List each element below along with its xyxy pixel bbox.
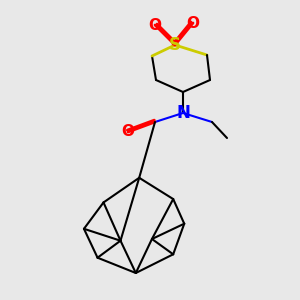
Text: O: O <box>187 16 200 31</box>
Text: O: O <box>148 17 161 32</box>
Text: S: S <box>169 36 181 54</box>
Text: O: O <box>122 124 134 140</box>
Text: N: N <box>176 104 190 122</box>
